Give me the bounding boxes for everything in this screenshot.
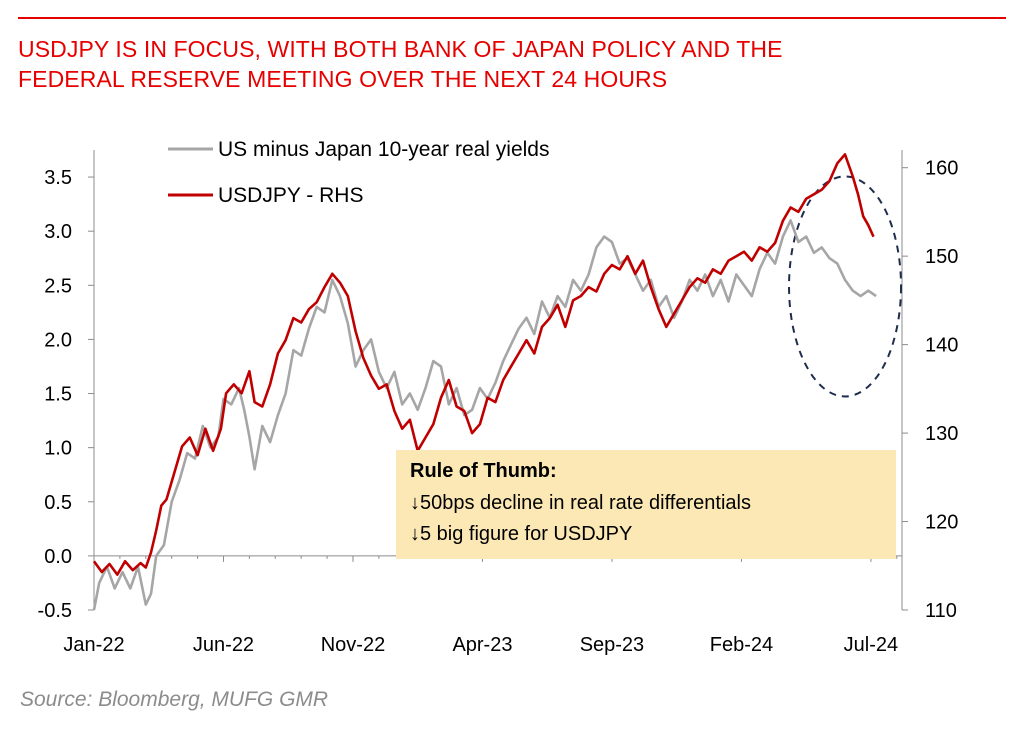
right-y-tick-label: 140 [925,335,958,357]
x-tick-label: Apr-23 [452,634,512,656]
callout-line-real-rates: ↓50bps decline in real rate differential… [410,492,751,514]
left-y-tick-label: 2.5 [44,275,72,297]
legend-label-usdjpy: USDJPY - RHS [218,184,363,207]
left-y-tick-label: 0.0 [44,546,72,568]
right-y-tick-label: 150 [925,246,958,268]
x-tick-label: Jan-22 [63,634,124,656]
x-tick-label: Jun-22 [193,634,254,656]
chart-title-line-1: USDJPY IS IN FOCUS, WITH BOTH BANK OF JA… [18,36,783,62]
top-divider [18,17,1006,19]
chart-title: USDJPY IS IN FOCUS, WITH BOTH BANK OF JA… [18,34,978,94]
left-y-tick-label: 1.0 [44,438,72,460]
right-y-tick-label: 160 [925,158,958,180]
x-tick-label: Feb-24 [710,634,773,656]
highlight-ellipse [788,175,903,398]
right-y-tick-label: 130 [925,423,958,445]
left-y-tick-label: 3.5 [44,167,72,189]
left-y-tick-label: 1.5 [44,384,72,406]
left-y-tick-label: 0.5 [44,492,72,514]
right-y-tick-label: 110 [925,600,957,622]
chart-title-line-2: FEDERAL RESERVE MEETING OVER THE NEXT 24… [18,66,668,92]
rule-of-thumb-callout: Rule of Thumb: ↓50bps decline in real ra… [396,450,896,559]
series-layer [92,153,877,611]
left-y-tick-label: -0.5 [38,600,72,622]
chart-axes: -0.5 0.0 0.5 1.0 1.5 2.0 2.5 3.0 3.5 110 120 130 140… [38,150,958,656]
x-tick-label: Sep-23 [580,634,645,656]
legend-label-real-yields: US minus Japan 10-year real yields [218,138,550,161]
series-line-usdjpy [92,153,875,576]
x-tick-label: Jul-24 [844,634,898,656]
x-tick-label: Nov-22 [321,634,385,656]
left-y-tick-label: 3.0 [44,221,72,243]
callout-line-usdjpy: ↓5 big figure for USDJPY [410,523,633,545]
callout-heading: Rule of Thumb: [410,460,557,482]
legend: US minus Japan 10-year real yields USDJP… [168,138,550,207]
right-y-tick-label: 120 [925,512,958,534]
highlight-ellipse-layer [788,175,903,398]
source-note: Source: Bloomberg, MUFG GMR [20,688,329,711]
left-y-tick-label: 2.0 [44,329,72,351]
